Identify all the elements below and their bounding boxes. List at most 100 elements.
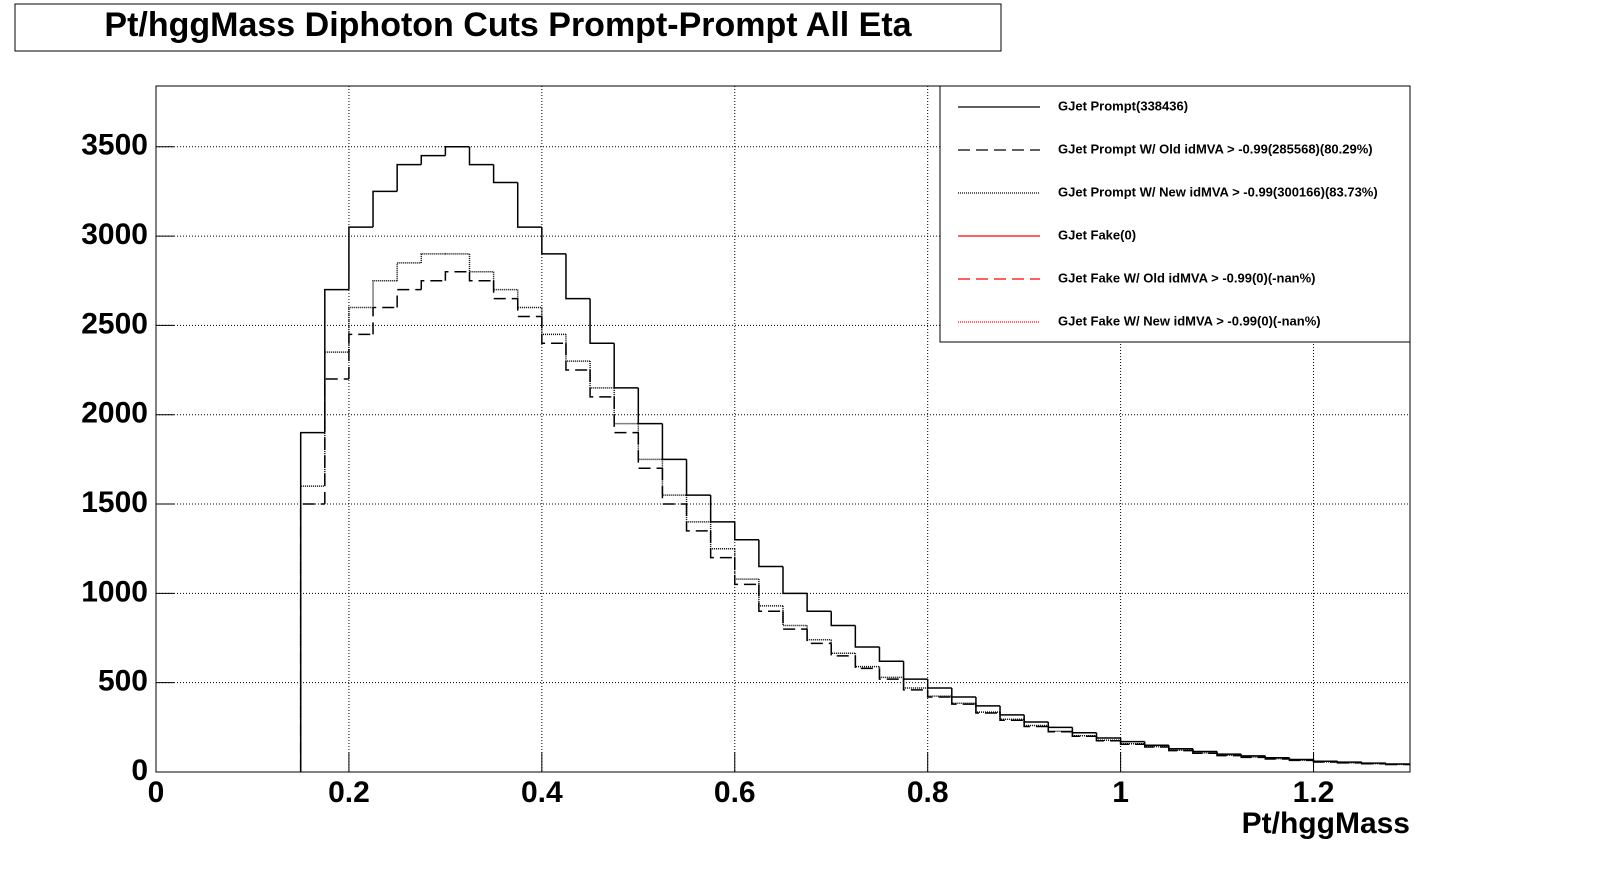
histogram-bin — [1312, 760, 1338, 763]
x-tick-label: 0.2 — [328, 776, 370, 809]
histogram-bin — [1312, 759, 1338, 763]
histogram-bin — [758, 584, 783, 612]
x-axis-label: Pt/hggMass — [1242, 807, 1410, 840]
histogram-bin — [854, 625, 880, 648]
histogram-bin — [420, 253, 446, 263]
histogram-bin — [661, 468, 687, 505]
histogram-bin — [589, 361, 615, 389]
histogram-bin — [1385, 763, 1410, 766]
histogram-bin — [348, 226, 374, 290]
legend-label: GJet Fake W/ New idMVA > -0.99(0)(-nan%) — [1058, 313, 1321, 328]
histogram-bin — [541, 307, 566, 336]
histogram-bin — [734, 557, 759, 586]
legend-label: GJet Prompt W/ Old idMVA > -0.99(285568)… — [1058, 141, 1373, 156]
histogram-bin — [1143, 741, 1169, 746]
x-tick-label: 0 — [148, 776, 165, 809]
histogram-bin — [975, 696, 1001, 707]
histogram-bin — [830, 643, 856, 657]
legend-label: GJet Prompt(338436) — [1058, 98, 1188, 113]
histogram-bin — [758, 539, 783, 568]
histogram-bin — [1361, 762, 1386, 765]
histogram-bin — [420, 154, 446, 165]
x-tick-label: 0.4 — [521, 776, 563, 809]
histogram-bin — [1216, 752, 1242, 756]
histogram-bin — [1071, 731, 1097, 737]
histogram-bin — [444, 145, 470, 156]
histogram-bin — [902, 679, 928, 691]
histogram-bin — [661, 459, 687, 496]
histogram-bin — [999, 705, 1025, 716]
x-tick-label: 0.8 — [907, 776, 949, 809]
histogram-bin — [782, 566, 808, 595]
x-tick-label: 1 — [1112, 776, 1129, 809]
histogram-bin — [951, 688, 976, 698]
histogram-bin — [299, 431, 325, 772]
histogram-bin — [1023, 719, 1049, 727]
histogram-bin — [878, 666, 904, 679]
histogram-bin — [420, 279, 446, 290]
histogram-bin — [637, 387, 663, 425]
histogram-bin — [396, 163, 422, 192]
y-tick-label: 3000 — [81, 218, 148, 251]
histogram-bin — [324, 288, 349, 433]
histogram-bin — [299, 485, 325, 772]
histogram-bin — [565, 334, 591, 362]
histogram-bin — [372, 306, 398, 335]
histogram-bin — [565, 343, 591, 371]
title-box — [14, 3, 1002, 52]
y-tick-label: 0 — [131, 754, 148, 787]
histogram-bin — [589, 298, 615, 344]
histogram-bin — [1095, 735, 1121, 741]
histogram-bin — [661, 423, 687, 461]
histogram-bin — [1288, 758, 1314, 761]
histogram-bin — [468, 146, 494, 166]
histogram-bin — [999, 712, 1025, 721]
histogram-bin — [1119, 740, 1145, 746]
histogram-bin — [1047, 725, 1073, 733]
y-tick-label: 2500 — [81, 307, 148, 340]
histogram-bin — [902, 677, 928, 689]
histogram-bin — [1047, 721, 1073, 729]
histogram-bin — [782, 605, 808, 627]
histogram-bin — [951, 696, 976, 704]
histogram-bin — [806, 625, 832, 641]
x-tick-label: 1.2 — [1293, 776, 1335, 809]
y-tick-label: 500 — [98, 665, 148, 698]
histogram-bin — [685, 459, 711, 496]
histogram-bin — [541, 316, 566, 344]
histogram-bin — [1192, 750, 1218, 754]
y-tick-label: 2000 — [81, 397, 148, 430]
histogram-bin — [685, 495, 711, 523]
histogram-bin — [926, 679, 952, 689]
legend-label: GJet Fake W/ Old idMVA > -0.99(0)(-nan%) — [1058, 270, 1316, 285]
histogram-bin — [926, 688, 952, 697]
chart-title: Pt/hggMass Diphoton Cuts Prompt-Prompt A… — [104, 6, 912, 44]
histogram-bin — [1288, 757, 1314, 761]
histogram-bin — [806, 593, 832, 612]
histogram-bin — [734, 521, 759, 541]
histogram-bin — [951, 696, 976, 705]
histogram-bin — [1192, 748, 1218, 753]
legend-label: GJet Fake(0) — [1058, 227, 1136, 242]
histogram-bin — [1119, 738, 1145, 743]
histogram-bin — [1336, 761, 1362, 764]
histogram-bin — [444, 271, 470, 281]
histogram-bin — [1264, 756, 1290, 760]
histogram-bin — [734, 548, 759, 580]
histogram-bin — [348, 306, 374, 353]
histogram-bin — [1216, 751, 1242, 755]
histogram-bin — [613, 387, 639, 425]
histogram-bin — [758, 579, 783, 607]
histogram-bin — [1168, 746, 1193, 752]
histogram-bin — [975, 704, 1001, 714]
histogram-bin — [1143, 743, 1169, 748]
histogram-bin — [516, 182, 542, 228]
histogram-bin — [396, 288, 422, 308]
histogram-bin — [372, 190, 398, 228]
histogram-bin — [1168, 745, 1193, 750]
histogram-bin — [1240, 754, 1266, 757]
histogram-bin — [854, 653, 880, 668]
histogram-bin — [637, 423, 663, 461]
histogram-bin — [589, 370, 615, 398]
